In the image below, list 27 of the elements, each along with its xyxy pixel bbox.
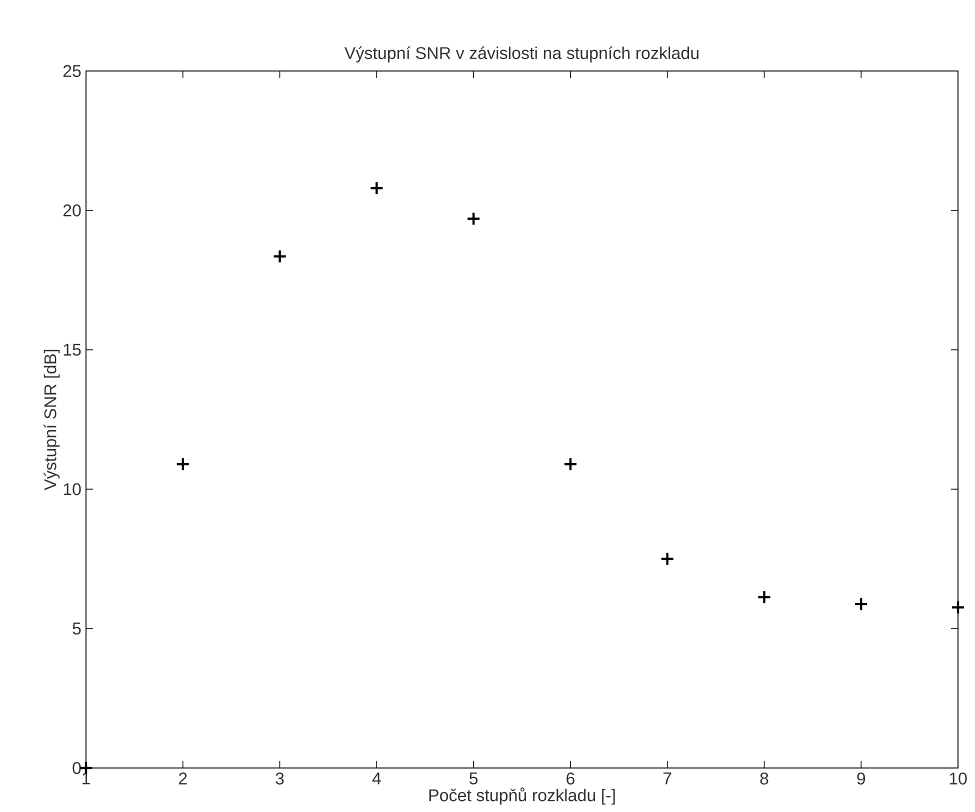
y-tick-label: 0 [72, 762, 81, 774]
point [950, 600, 966, 615]
point [757, 590, 772, 604]
x-tick-label: 8 [760, 772, 768, 785]
y-tick-label: 20 [63, 204, 81, 216]
y-tick-label: 5 [72, 622, 81, 635]
x-tick-label: 5 [470, 772, 478, 784]
x-axis-title: Počet stupňů rozkladu [-] [429, 787, 615, 805]
point [660, 552, 674, 566]
point [272, 249, 287, 264]
x-tick-label: 4 [372, 772, 381, 784]
point [563, 457, 578, 472]
point [370, 180, 384, 196]
y-tick-label: 15 [64, 344, 81, 356]
x-tick-label: 10 [950, 772, 967, 785]
point [854, 596, 868, 612]
x-tick-label: 3 [276, 772, 284, 785]
y-tick-label: 10 [64, 483, 81, 496]
x-tick-label: 2 [179, 772, 187, 784]
y-axis-title: Výstupní SNR [dB] [44, 350, 60, 490]
y-tick-label: 25 [63, 64, 81, 78]
x-tick-label: 7 [663, 772, 672, 784]
point [466, 212, 481, 226]
point [176, 457, 190, 472]
x-tick-label: 9 [857, 772, 866, 785]
chart-title: Výstupní SNR v závislosti na stupních rozkladu [344, 46, 698, 62]
x-tick-label: 6 [566, 772, 574, 785]
